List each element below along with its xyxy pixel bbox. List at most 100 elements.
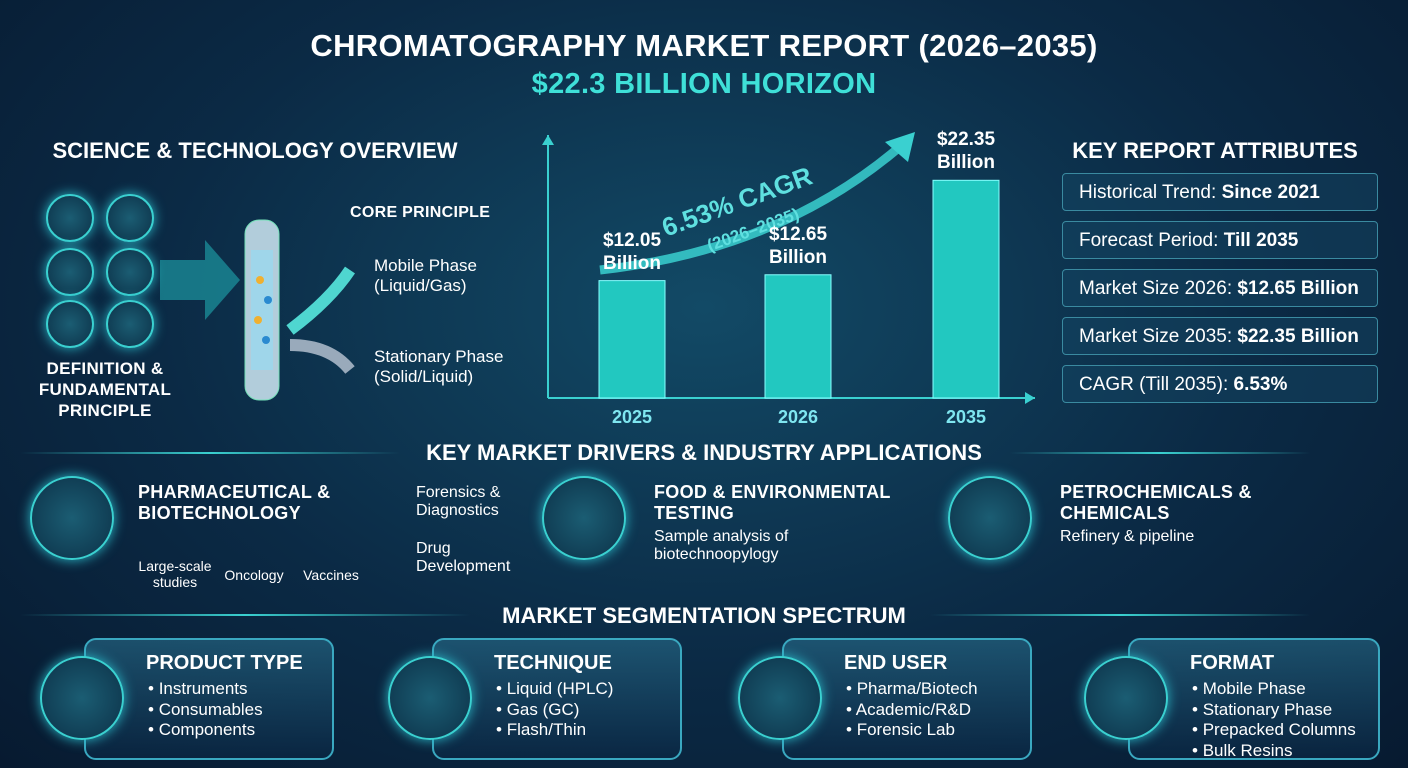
icon <box>46 248 94 296</box>
segment-item-text: Stationary Phase <box>1202 699 1333 719</box>
attribute-row: Forecast Period: Till 2035 <box>1062 221 1378 259</box>
icon <box>388 656 472 740</box>
segment-item-text: Forensic Lab <box>856 720 955 739</box>
overview-caption: DEFINITION & FUNDAMENTAL PRINCIPLE <box>38 359 172 420</box>
attributes-title: KEY REPORT ATTRIBUTES <box>1072 138 1358 163</box>
column-illustration <box>160 219 355 401</box>
icon <box>948 476 1032 560</box>
segment-item: • Flash/Thin <box>496 720 587 739</box>
driver-side: Forensics & Diagnostics <box>416 484 501 519</box>
attribute-value: $12.65 Billion <box>1237 278 1359 299</box>
subtitle: $22.3 BILLION HORIZON <box>531 68 877 100</box>
driver-title: PETROCHEMICALS & CHEMICALS <box>1060 482 1252 523</box>
divider <box>20 614 470 616</box>
segmentation-title: MARKET SEGMENTATION SPECTRUM <box>502 603 906 628</box>
trend-arrowhead <box>885 132 915 162</box>
segment-item: • Academic/R&D <box>846 699 972 719</box>
icon <box>106 300 154 348</box>
icon <box>106 248 154 296</box>
bar <box>764 274 832 399</box>
value-label: $12.05 Billion <box>602 229 662 274</box>
icon <box>30 476 114 560</box>
icon <box>40 656 124 740</box>
segment-item: • Pharma/Biotech <box>846 679 978 698</box>
segment-card: END USER • Pharma/Biotech • Academic/R&D • … <box>782 638 1032 760</box>
x-tick-label: 2025 <box>612 407 652 427</box>
chart: 6.53% CAGR(2026–2035)2025$12.05 Billion2… <box>542 129 1035 427</box>
attribute-row: Market Size 2035: $22.35 Billion <box>1062 317 1378 355</box>
core-title: CORE PRINCIPLE <box>350 204 491 221</box>
attribute-label: Forecast Period: <box>1079 230 1219 251</box>
segment-title: TECHNIQUE <box>494 652 612 674</box>
attribute-value: $22.35 Billion <box>1237 326 1359 347</box>
icon <box>106 194 154 242</box>
segment-item-text: Pharma/Biotech <box>856 679 978 698</box>
attribute-label: CAGR (Till 2035): <box>1079 374 1229 395</box>
segment-title: END USER <box>844 652 948 674</box>
value-label: $12.65 Billion <box>768 223 828 268</box>
segment-item: • Consumables <box>148 699 263 719</box>
segment-item-text: Liquid (HPLC) <box>506 679 614 698</box>
phase: Mobile Phase (Liquid/Gas) <box>374 256 478 295</box>
attribute-value: Since 2021 <box>1221 182 1320 203</box>
value-label-box: $22.35 Billion <box>936 129 996 174</box>
bar <box>932 179 1000 399</box>
segment-title: PRODUCT TYPE <box>146 652 303 674</box>
segment-item: • Forensic Lab <box>846 720 955 739</box>
driver-title: FOOD & ENVIRONMENTAL TESTING <box>654 482 891 523</box>
arrowhead <box>542 135 554 145</box>
segment-item-text: Academic/R&D <box>855 699 972 719</box>
divider <box>930 614 1310 616</box>
divider <box>20 452 400 454</box>
attribute-value: Till 2035 <box>1223 230 1299 251</box>
segment-item: • Gas (GC) <box>496 699 580 719</box>
driver-sub: Oncology <box>224 567 284 583</box>
phase: Stationary Phase (Solid/Liquid) <box>374 347 504 386</box>
drivers-title: KEY MARKET DRIVERS & INDUSTRY APPLICATIO… <box>426 440 982 465</box>
title: CHROMATOGRAPHY MARKET REPORT (2026–2035) <box>310 28 1098 63</box>
segment-card: FORMAT • Mobile Phase • Stationary Phase • … <box>1128 638 1380 760</box>
segment-item-text: Mobile Phase <box>1202 679 1306 698</box>
value-label-box: $12.65 Billion <box>768 223 828 268</box>
segment-item: • Liquid (HPLC) <box>496 679 614 698</box>
segment-item: • Prepacked Columns <box>1192 720 1356 739</box>
overview-title: SCIENCE & TECHNOLOGY OVERVIEW <box>52 138 458 163</box>
attribute-row: Historical Trend: Since 2021 <box>1062 173 1378 211</box>
icon <box>1084 656 1168 740</box>
trend-arrow <box>599 141 905 275</box>
segment-item: • Instruments <box>148 679 248 698</box>
driver-title: PHARMACEUTICAL & BIOTECHNOLOGY <box>138 482 331 523</box>
driver-text: Refinery & pipeline <box>1060 528 1195 545</box>
icon <box>46 300 94 348</box>
x-tick-label: 2026 <box>778 407 818 427</box>
attribute-row: CAGR (Till 2035): 6.53% <box>1062 365 1378 403</box>
driver-text: Sample analysis of biotechnoopylogy <box>654 528 789 563</box>
segment-item-text: Instruments <box>158 679 248 698</box>
attribute-value: 6.53% <box>1233 374 1288 395</box>
arrowhead <box>1025 392 1035 404</box>
attribute-label: Market Size 2035: <box>1079 326 1233 347</box>
segment-title: FORMAT <box>1190 652 1275 674</box>
attribute-row: Market Size 2026: $12.65 Billion <box>1062 269 1378 307</box>
segment-item: • Bulk Resins <box>1192 740 1293 760</box>
segment-item: • Components <box>148 720 256 739</box>
segment-item-text: Bulk Resins <box>1202 740 1293 760</box>
segment-item: • Stationary Phase <box>1192 699 1333 719</box>
driver-sub: Vaccines <box>303 567 359 583</box>
driver-sub: Large-scale studies <box>138 558 212 590</box>
segment-item: • Mobile Phase <box>1192 679 1306 698</box>
driver-side: Drug Development <box>416 540 511 575</box>
bar <box>598 280 666 399</box>
value-label: $22.35 Billion <box>936 129 996 174</box>
segment-item-text: Gas (GC) <box>506 699 580 719</box>
attribute-label: Historical Trend: <box>1079 182 1217 203</box>
segment-item-text: Consumables <box>158 699 263 719</box>
divider <box>1010 452 1310 454</box>
icon <box>542 476 626 560</box>
segment-item-text: Components <box>158 720 256 739</box>
segment-item-text: Prepacked Columns <box>1202 720 1356 739</box>
icon <box>738 656 822 740</box>
segment-item-text: Flash/Thin <box>506 720 587 739</box>
segment-card: TECHNIQUE • Liquid (HPLC) • Gas (GC) • Flas… <box>432 638 682 760</box>
